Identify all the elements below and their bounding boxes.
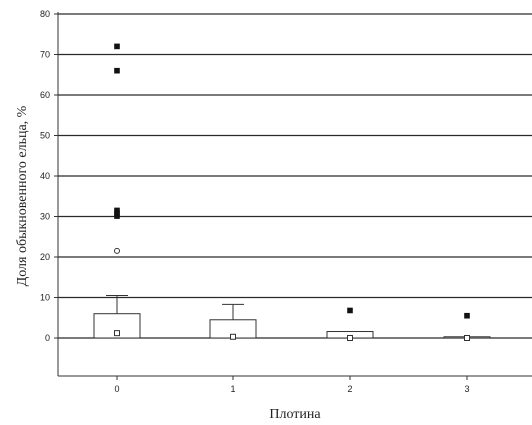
x-axis-ticks: 0 1 2 3 [114, 376, 470, 394]
y-axis-ticks: 0 10 20 30 40 50 60 70 80 [40, 9, 58, 343]
y-tick-label: 10 [40, 293, 50, 303]
median-marker [347, 335, 353, 341]
y-tick-label: 0 [45, 333, 50, 343]
y-tick-label: 30 [40, 212, 50, 222]
y-tick-label: 50 [40, 131, 50, 141]
y-tick-label: 80 [40, 9, 50, 19]
median-marker [114, 330, 120, 337]
y-axis-title: Доля обыкновенного ельца, % [15, 105, 30, 286]
x-tick-label: 3 [464, 384, 469, 394]
boxes [93, 294, 491, 339]
x-tick-label: 0 [114, 384, 119, 394]
median-marker [464, 335, 470, 341]
extreme-point [114, 43, 120, 50]
extreme-point [114, 207, 120, 214]
y-tick-label: 20 [40, 252, 50, 262]
extreme-point [464, 312, 470, 319]
extreme-point [114, 213, 120, 219]
x-tick-label: 1 [230, 384, 235, 394]
extreme-point [347, 307, 353, 314]
extreme-point [114, 67, 120, 74]
x-tick-label: 2 [347, 384, 352, 394]
extreme-point [114, 210, 120, 217]
median-marker [230, 333, 236, 340]
y-tick-label: 60 [40, 90, 50, 100]
y-tick-label: 70 [40, 50, 50, 60]
x-axis-title: Плотина [269, 407, 321, 422]
data-points [114, 43, 470, 341]
gridlines [58, 13, 532, 339]
y-tick-label: 40 [40, 171, 50, 181]
outlier-point [114, 247, 120, 254]
